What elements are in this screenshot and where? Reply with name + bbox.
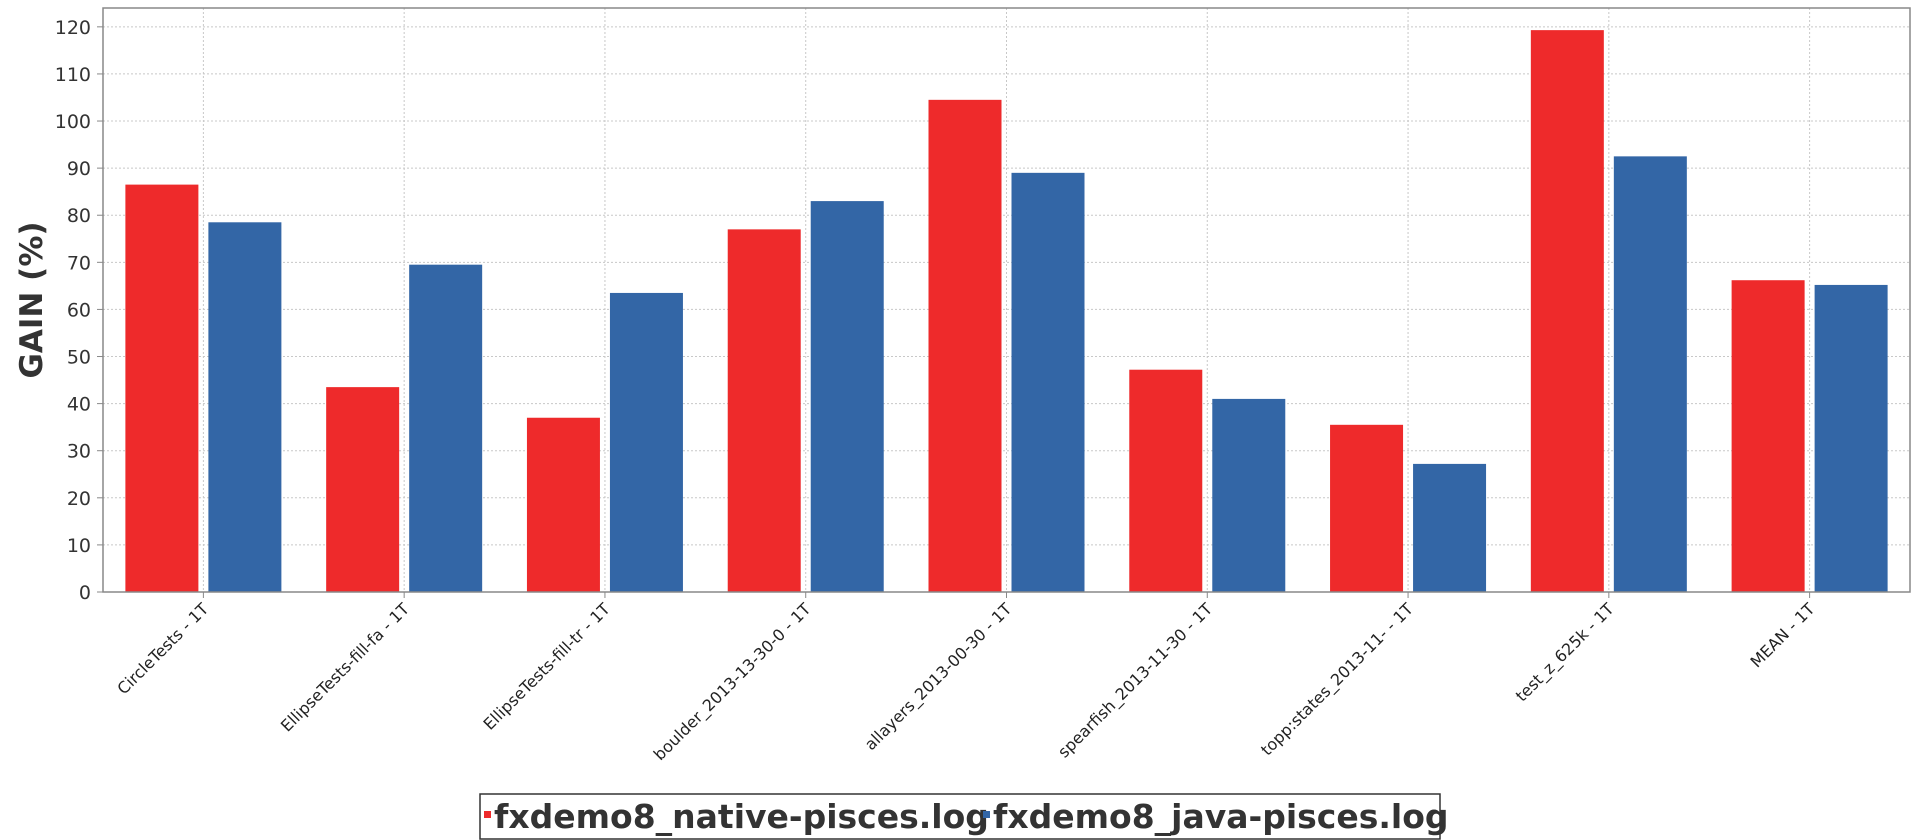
grid-lines [103,8,1910,593]
y-axis-label: GAIN (%) [14,221,50,378]
y-tick-label: 10 [67,535,91,557]
bar-java [609,292,683,592]
legend-label-java: fxdemo8_java-pisces.log [993,797,1449,836]
x-category-label: EllipseTests-fill-fa - 1T [277,599,413,735]
bar-java [810,201,884,592]
x-category-label: MEAN - 1T [1747,599,1819,671]
bar-java [1011,172,1085,592]
bar-native [326,387,400,592]
x-category-label: topp:states_2013-11- - 1T [1257,599,1418,760]
x-category-label: EllipseTests-fill-tr - 1T [479,599,613,733]
y-tick-label: 90 [67,158,91,180]
x-category-label: allayers_2013-00-30 - 1T [861,599,1016,754]
bar-native [125,184,199,592]
x-category-label: test_z_625k - 1T [1512,599,1619,706]
x-axis-category-labels: CircleTests - 1T EllipseTests-fill-fa - 1… [113,592,1819,765]
bar-native [1530,30,1604,592]
y-tick-label: 110 [55,64,91,86]
bar-native [1330,424,1404,592]
legend-swatch-java [983,811,990,818]
bar-native [526,417,600,592]
bar-native [1129,369,1203,592]
y-tick-label: 120 [55,17,91,39]
legend-swatch-native [484,811,491,818]
legend: fxdemo8_native-pisces.log fxdemo8_java-p… [479,793,1449,840]
y-tick-label: 0 [79,582,91,604]
bar-java [208,222,282,592]
bar-native [1731,280,1805,592]
x-category-label: CircleTests - 1T [113,599,212,698]
bar-java [1413,463,1487,592]
bar-java [1814,284,1888,592]
y-tick-label: 80 [67,205,91,227]
y-tick-label: 20 [67,488,91,510]
bar-java [1613,156,1687,592]
y-tick-label: 50 [67,347,91,369]
bars [125,30,1888,592]
bar-native [727,229,801,592]
bar-java [1212,398,1286,592]
y-axis-ticks: 0 10 20 30 40 50 60 70 80 90 100 110 120 [55,17,103,604]
bar-java [409,264,483,592]
y-tick-label: 30 [67,441,91,463]
legend-box [479,793,1441,840]
y-tick-label: 60 [67,299,91,321]
y-tick-label: 100 [55,111,91,133]
y-tick-label: 70 [67,252,91,274]
y-tick-label: 40 [67,394,91,416]
legend-label-native: fxdemo8_native-pisces.log [494,797,989,836]
bar-native [928,99,1002,592]
x-category-label: boulder_2013-13-30-0 - 1T [650,599,816,765]
x-category-label: spearfish_2013-11-30 - 1T [1054,599,1217,762]
